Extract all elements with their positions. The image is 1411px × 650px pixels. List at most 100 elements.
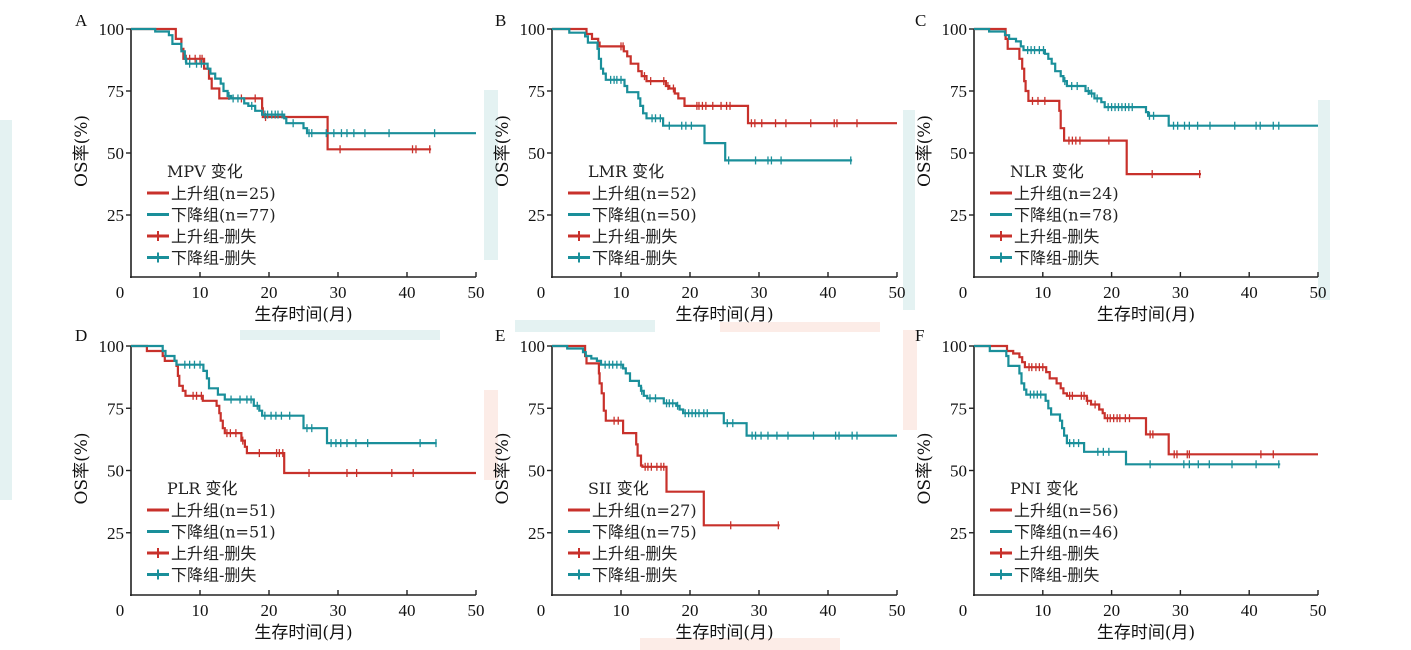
x-tick-label: 20 [261, 283, 278, 302]
legend-item: 上升组(n=56) [990, 501, 1119, 520]
legend-label: 下降组-删失 [171, 566, 256, 585]
legend-title: LMR 变化 [588, 162, 664, 181]
legend-item: 下降组-删失 [147, 249, 256, 268]
y-tick-label: 25 [950, 206, 967, 225]
legend-item: 上升组(n=25) [147, 184, 276, 203]
legend-item: 上升组(n=27) [568, 501, 697, 520]
legend-item: 上升组-删失 [990, 544, 1099, 563]
x-tick-label: 10 [1034, 283, 1051, 302]
x-tick-label: 30 [1172, 601, 1189, 620]
x-tick-label: 0 [537, 601, 546, 620]
y-tick-label: 50 [528, 144, 545, 163]
legend-label: 下降组(n=51) [171, 523, 276, 542]
x-tick-label: 10 [192, 283, 209, 302]
legend-title: PNI 变化 [1010, 479, 1078, 498]
x-tick-label: 50 [1310, 283, 1327, 302]
legend-label: 上升组-删失 [171, 227, 256, 246]
y-tick-label: 75 [950, 399, 967, 418]
legend-title: PLR 变化 [167, 479, 238, 498]
y-tick-label: 100 [942, 20, 968, 39]
legend-label: 下降组-删失 [1014, 249, 1099, 268]
legend-title: MPV 变化 [167, 162, 243, 181]
x-tick-label: 20 [1103, 283, 1120, 302]
watermark-band-bottom2 [640, 638, 840, 650]
x-tick-label: 20 [682, 601, 699, 620]
legend-label: 上升组-删失 [592, 544, 677, 563]
x-tick-label: 50 [468, 283, 485, 302]
x-axis-title: 生存时间(月) [1097, 623, 1195, 643]
y-tick-label: 100 [99, 20, 125, 39]
km-panel-d: D 0 10 20 30 40 50 25 50 75 100 生存时间(月) OS率(%) PLR 变化… [72, 326, 485, 643]
y-axis-title: OS率(%) [72, 115, 92, 187]
x-tick-label: 10 [1034, 601, 1051, 620]
y-tick-label: 100 [942, 337, 968, 356]
legend-item: 上升组-删失 [990, 227, 1099, 246]
survival-curve-rising [552, 27, 897, 125]
x-tick-label: 0 [116, 283, 125, 302]
x-tick-label: 30 [751, 283, 768, 302]
x-tick-label: 0 [959, 283, 968, 302]
y-tick-label: 75 [107, 82, 124, 101]
legend-item: 下降组(n=78) [990, 206, 1119, 225]
legend-title: SII 变化 [588, 479, 649, 498]
x-axis-title: 生存时间(月) [675, 305, 773, 325]
survival-curve-falling [131, 27, 476, 135]
x-tick-label: 30 [330, 601, 347, 620]
y-tick-label: 100 [99, 337, 125, 356]
legend-label: 上升组(n=56) [1014, 501, 1119, 520]
km-panel-e: E 0 10 20 30 40 50 25 50 75 100 生存时间(月) OS率(%) SII 变化… [493, 326, 906, 643]
x-tick-label: 40 [1241, 283, 1258, 302]
legend-label: 下降组(n=75) [592, 523, 697, 542]
y-tick-label: 100 [520, 337, 546, 356]
survival-curve-falling [552, 27, 853, 162]
legend-item: 上升组(n=24) [990, 184, 1119, 203]
survival-curve-falling [974, 344, 1281, 466]
x-axis-title: 生存时间(月) [1097, 305, 1195, 325]
legend-title: NLR 变化 [1010, 162, 1084, 181]
legend-label: 上升组-删失 [171, 544, 256, 563]
x-tick-label: 30 [1172, 283, 1189, 302]
km-panel-f: F 0 10 20 30 40 50 25 50 75 100 生存时间(月) OS率(%) PNI 变化… [915, 326, 1327, 643]
y-tick-label: 25 [528, 206, 545, 225]
panel-label: E [495, 326, 505, 345]
x-tick-label: 10 [613, 283, 630, 302]
y-tick-label: 50 [950, 144, 967, 163]
legend-label: 上升组(n=52) [592, 184, 697, 203]
watermark-red-right [903, 330, 917, 430]
legend-item: 下降组-删失 [147, 566, 256, 585]
survival-curve-falling [974, 27, 1318, 127]
y-tick-label: 75 [107, 399, 124, 418]
legend-label: 下降组-删失 [592, 566, 677, 585]
watermark-teal-far-right [1318, 100, 1330, 300]
legend-label: 上升组-删失 [592, 227, 677, 246]
y-tick-label: 75 [528, 399, 545, 418]
km-panel-a: A 0 10 20 30 40 50 25 50 75 100 生存时间(月) OS率(%) MPV 变化… [72, 11, 485, 325]
legend-item: 上升组-删失 [147, 544, 256, 563]
legend-label: 下降组(n=46) [1014, 523, 1119, 542]
legend-label: 上升组(n=27) [592, 501, 697, 520]
legend-item: 下降组(n=77) [147, 206, 276, 225]
legend-label: 下降组-删失 [171, 249, 256, 268]
x-tick-label: 0 [116, 601, 125, 620]
x-tick-label: 50 [889, 601, 906, 620]
y-axis-title: OS率(%) [915, 115, 935, 187]
y-axis-title: OS率(%) [493, 115, 513, 187]
legend-label: 上升组-删失 [1014, 227, 1099, 246]
legend-label: 上升组(n=25) [171, 184, 276, 203]
x-tick-label: 20 [1103, 601, 1120, 620]
watermark-band-bottom [240, 330, 440, 340]
x-tick-label: 10 [613, 601, 630, 620]
watermark-band-top [515, 320, 655, 332]
legend-item: 上升组(n=52) [568, 184, 697, 203]
y-tick-label: 75 [950, 82, 967, 101]
survival-curve-rising [131, 27, 432, 151]
x-tick-label: 50 [889, 283, 906, 302]
legend-item: 下降组(n=75) [568, 523, 697, 542]
legend-label: 下降组-删失 [592, 249, 677, 268]
y-axis-title: OS率(%) [493, 432, 513, 504]
x-tick-label: 30 [751, 601, 768, 620]
